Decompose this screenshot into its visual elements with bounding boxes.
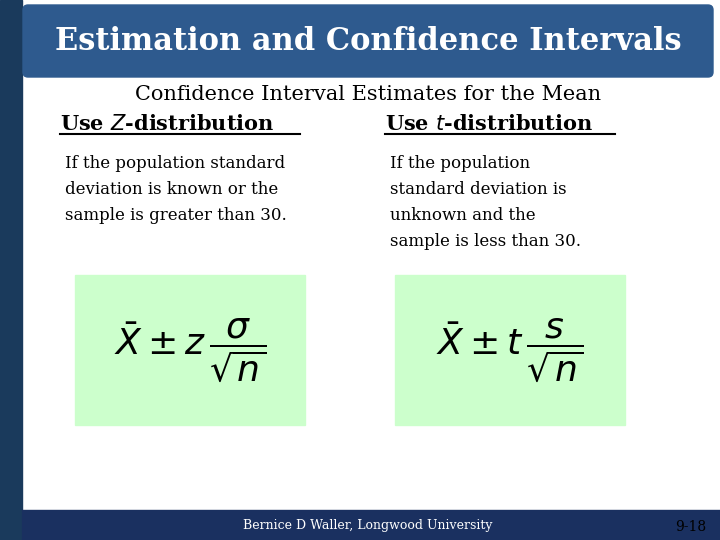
Text: $\bar{X} \pm z\,\dfrac{\sigma}{\sqrt{n}}$: $\bar{X} \pm z\,\dfrac{\sigma}{\sqrt{n}}… — [114, 316, 266, 384]
Text: Use $\mathit{Z}$-distribution: Use $\mathit{Z}$-distribution — [60, 114, 274, 134]
Text: 9-18: 9-18 — [675, 520, 706, 534]
Text: Use $\mathit{t}$-distribution: Use $\mathit{t}$-distribution — [385, 114, 593, 134]
Bar — [0, 0, 22, 540]
Text: Estimation and Confidence Intervals: Estimation and Confidence Intervals — [55, 25, 681, 57]
Bar — [22, 510, 720, 540]
FancyBboxPatch shape — [75, 275, 305, 425]
Text: If the population standard
deviation is known or the
sample is greater than 30.: If the population standard deviation is … — [65, 155, 287, 224]
Text: Bernice D Waller, Longwood University: Bernice D Waller, Longwood University — [243, 518, 492, 531]
Text: Confidence Interval Estimates for the Mean: Confidence Interval Estimates for the Me… — [135, 85, 601, 105]
FancyBboxPatch shape — [395, 275, 625, 425]
Text: $\bar{X} \pm t\,\dfrac{s}{\sqrt{n}}$: $\bar{X} \pm t\,\dfrac{s}{\sqrt{n}}$ — [436, 316, 584, 384]
FancyBboxPatch shape — [23, 5, 713, 77]
Text: If the population
standard deviation is
unknown and the
sample is less than 30.: If the population standard deviation is … — [390, 155, 581, 251]
